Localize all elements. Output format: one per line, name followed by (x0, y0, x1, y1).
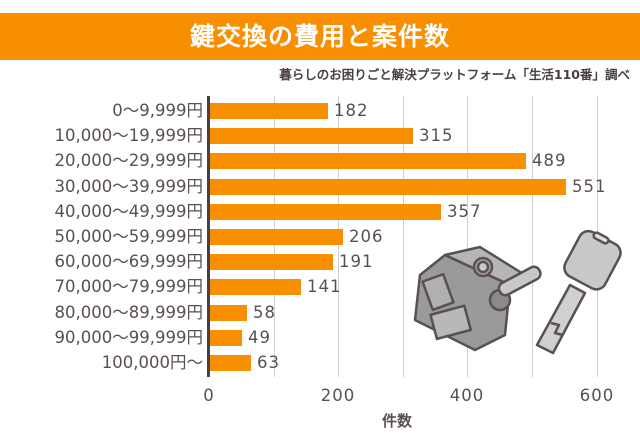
bar (210, 103, 328, 119)
lock-and-key-icon (413, 229, 622, 355)
bar (210, 330, 242, 346)
category-label: 0～9,999円 (112, 101, 203, 120)
x-tick-label: 0 (203, 386, 215, 405)
category-label: 20,000～29,999円 (54, 151, 203, 170)
bar (210, 179, 566, 195)
value-label: 489 (532, 151, 567, 170)
bar (210, 279, 301, 295)
x-tick-label: 200 (320, 386, 356, 405)
source-note: 暮らしのお困りごと解決プラットフォーム「生活110番」調べ (279, 67, 630, 82)
bar (210, 254, 333, 270)
category-label: 10,000～19,999円 (54, 126, 203, 145)
gridline (403, 96, 404, 377)
category-label: 40,000～49,999円 (54, 202, 203, 221)
category-label: 30,000～39,999円 (54, 177, 203, 196)
chart-title-banner: 鍵交換の費用と案件数 (0, 13, 640, 60)
x-tick-label: 400 (449, 386, 485, 405)
category-label: 100,000円～ (101, 353, 203, 372)
value-label: 58 (253, 303, 276, 322)
value-label: 63 (257, 353, 280, 372)
value-label: 357 (447, 202, 482, 221)
category-label: 60,000～69,999円 (54, 252, 203, 271)
gridline (532, 96, 533, 377)
category-label: 70,000～79,999円 (54, 277, 203, 296)
value-label: 206 (349, 227, 384, 246)
value-label: 141 (307, 277, 342, 296)
value-label: 191 (339, 252, 374, 271)
x-tick-label: 600 (579, 386, 615, 405)
bar (210, 229, 343, 245)
gridline (467, 96, 468, 377)
bar (210, 153, 526, 169)
value-label: 182 (334, 101, 369, 120)
category-label: 80,000～89,999円 (54, 303, 203, 322)
bar (210, 204, 441, 220)
bar (210, 355, 251, 371)
value-label: 49 (248, 328, 271, 347)
bar (210, 128, 413, 144)
category-label: 50,000～59,999円 (54, 227, 203, 246)
bar (210, 305, 247, 321)
category-label: 90,000～99,999円 (54, 328, 203, 347)
y-axis-line (207, 96, 210, 377)
value-label: 315 (419, 126, 454, 145)
x-axis-label: 件数 (381, 412, 413, 430)
value-label: 551 (572, 177, 607, 196)
